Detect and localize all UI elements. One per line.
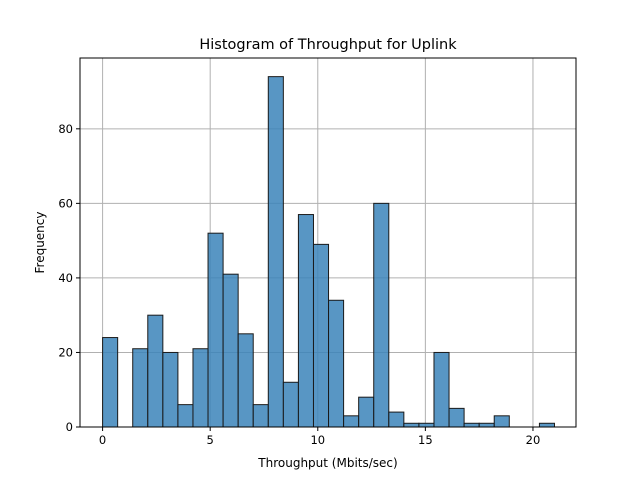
histogram-bar [388,411,405,428]
histogram-bar [343,415,360,428]
bar-layer [102,76,555,428]
histogram-bar [267,76,284,428]
x-tick-label: 15 [418,433,433,447]
histogram-bar [177,404,194,428]
histogram-bar [448,407,465,428]
x-tick-label: 0 [99,433,106,447]
y-tick-label: 0 [66,420,73,434]
y-tick-label: 60 [58,196,73,210]
tick-layer: 0 5 10 15 20 0 20 40 60 80 [58,122,540,447]
histogram-bar [433,351,450,428]
histogram-bar [297,214,314,428]
histogram-bar [162,351,179,428]
histogram-bar [222,273,239,428]
histogram-bar [463,422,480,428]
histogram-bar [252,404,269,428]
x-tick-label: 20 [526,433,541,447]
histogram-bar [312,243,330,428]
x-tick-label: 10 [310,433,325,447]
x-tick-label: 5 [207,433,214,447]
histogram-bar [493,415,510,428]
plot-frame [79,57,577,428]
histogram-bar [207,232,224,428]
y-tick-label: 40 [58,271,73,285]
histogram-bar [478,422,495,428]
histogram-bar [132,348,149,428]
y-tick-label: 20 [58,345,73,359]
histogram-bar [328,299,345,428]
y-tick-label: 80 [58,122,73,136]
histogram-bar [237,333,254,428]
histogram-bar [538,422,555,428]
histogram-bar [147,314,164,428]
histogram-bar [403,422,420,428]
histogram-bar [102,337,119,428]
histogram-bar [373,202,390,428]
histogram-bar [192,348,209,428]
histogram-bar [418,422,435,428]
y-axis-label: Frequency [33,212,47,274]
chart-title: Histogram of Throughput for Uplink [199,37,457,53]
x-axis-label: Throughput (Mbits/sec) [257,456,397,470]
histogram-bar [282,381,299,428]
histogram-bar [358,396,375,428]
